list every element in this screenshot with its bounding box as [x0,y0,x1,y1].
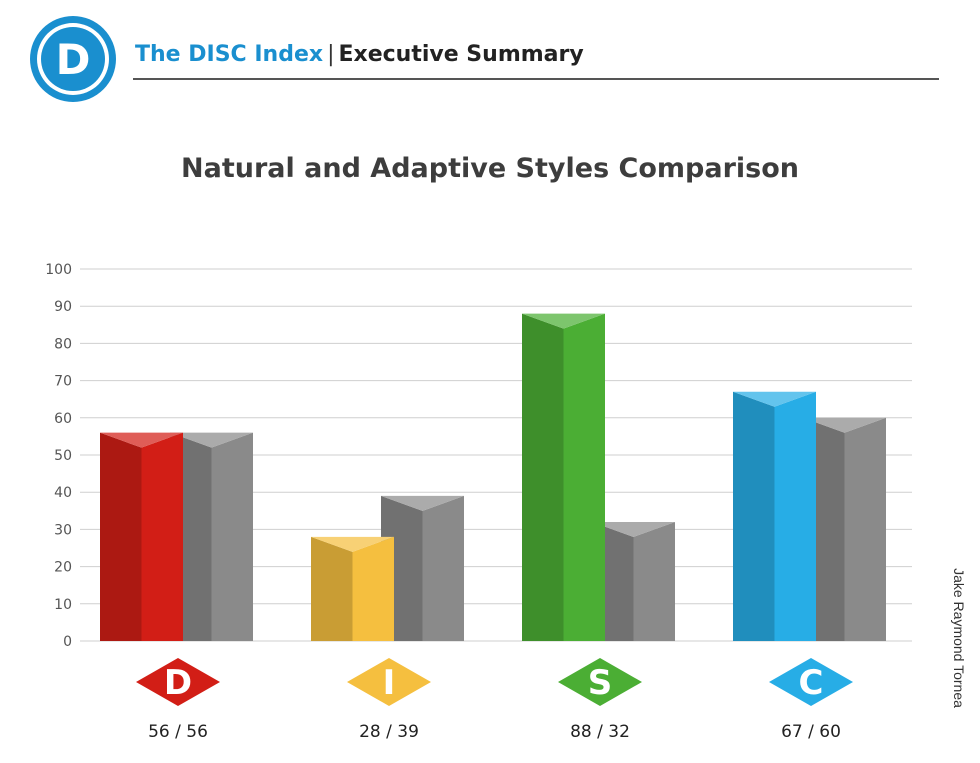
adaptive-bar-d-right-face [141,432,183,641]
adaptive-bar-i-top-face [311,536,394,552]
y-tick-label: 50 [54,448,72,464]
chart-bars [100,313,886,641]
adaptive-bar-c [733,391,816,641]
category-label-d: D [164,663,192,703]
title-separator: | [327,42,335,67]
natural-bar-i-top-face [381,495,464,511]
adaptive-bar-i-right-face [352,536,394,641]
natural-bar-d-right-face [211,432,253,641]
natural-bar-i-right-face [422,495,464,641]
natural-bar-c-right-face [844,417,886,641]
value-label-c: 67 / 60 [781,722,841,742]
y-tick-label: 10 [54,597,72,613]
category-diamond-s-icon [558,658,642,706]
adaptive-bar-s [522,313,605,641]
adaptive-bar-c-top-face [733,391,816,407]
value-label-i: 28 / 39 [359,722,419,742]
category-diamond-c-icon [769,658,853,706]
category-label-i: I [383,663,396,703]
adaptive-bar-c-left-face [733,391,775,641]
chart-categories: D 56 / 56 I 28 / 39 S 88 / 32 C 67 / 60 [136,658,853,742]
y-tick-label: 20 [54,560,72,576]
y-tick-label: 70 [54,374,72,390]
y-tick-label: 90 [54,299,72,315]
y-tick-label: 80 [54,336,72,352]
value-label-s: 88 / 32 [570,722,630,742]
logo-letter: D [56,35,91,84]
adaptive-bar-d [100,432,183,641]
chart-title: Natural and Adaptive Styles Comparison [181,153,799,184]
y-tick-label: 60 [54,411,72,427]
y-tick-label: 40 [54,485,72,501]
natural-bar-s-right-face [633,521,675,641]
header-rule [133,78,939,80]
adaptive-bar-i [311,536,394,641]
y-tick-label: 30 [54,522,72,538]
value-label-d: 56 / 56 [148,722,208,742]
natural-bar-d-top-face [170,432,253,448]
author-name: Jake Raymond Tornea [951,568,967,708]
brand-name: The DISC Index [135,42,324,67]
adaptive-bar-s-top-face [522,313,605,329]
category-diamond-d-icon [136,658,220,706]
category-diamond-i-icon [347,658,431,706]
y-tick-label: 0 [63,634,72,650]
natural-bar-s-top-face [592,521,675,537]
adaptive-bar-i-left-face [311,536,353,641]
category-label-s: S [588,663,613,703]
header-title: The DISC Index | Executive Summary [135,40,584,70]
y-tick-label: 100 [45,262,72,278]
report-header: D The DISC Index | Executive Summary [0,0,980,110]
natural-bar-c-top-face [803,417,886,433]
adaptive-bar-c-right-face [774,391,816,641]
adaptive-bar-d-left-face [100,432,142,641]
disc-logo-icon: D [30,16,116,102]
section-title: Executive Summary [338,42,584,67]
adaptive-bar-d-top-face [100,432,183,448]
category-label-c: C [799,663,824,703]
adaptive-bar-s-right-face [563,313,605,641]
adaptive-bar-s-left-face [522,313,564,641]
